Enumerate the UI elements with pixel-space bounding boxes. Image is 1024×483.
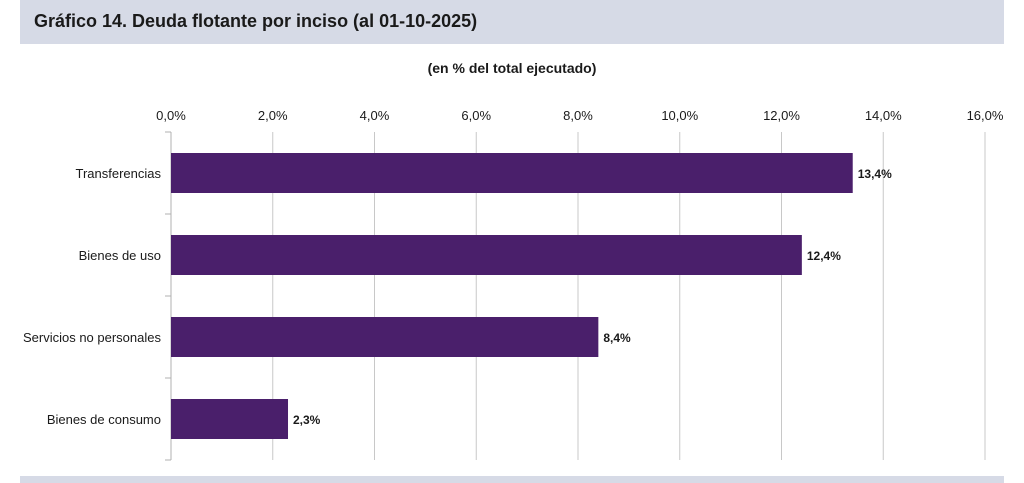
- bar: [171, 317, 599, 357]
- x-tick-label: 14,0%: [865, 108, 902, 123]
- chart-subtitle: (en % del total ejecutado): [427, 60, 597, 76]
- category-label: Bienes de uso: [79, 248, 161, 263]
- data-label: 13,4%: [858, 167, 892, 181]
- chart-title: Gráfico 14. Deuda flotante por inciso (a…: [34, 11, 478, 31]
- category-label: Servicios no personales: [23, 330, 162, 345]
- category-label: Transferencias: [76, 166, 162, 181]
- data-label: 8,4%: [603, 331, 631, 345]
- bar: [171, 153, 853, 193]
- x-tick-label: 2,0%: [258, 108, 288, 123]
- x-tick-label: 4,0%: [360, 108, 390, 123]
- data-label: 2,3%: [293, 413, 321, 427]
- bar: [171, 235, 802, 275]
- bar: [171, 399, 289, 439]
- category-label: Bienes de consumo: [47, 412, 161, 427]
- x-tick-label: 6,0%: [461, 108, 491, 123]
- x-tick-label: 0,0%: [156, 108, 186, 123]
- x-tick-label: 8,0%: [563, 108, 593, 123]
- footer-bar: [20, 476, 1004, 483]
- x-tick-label: 12,0%: [763, 108, 800, 123]
- x-tick-label: 16,0%: [967, 108, 1004, 123]
- x-tick-label: 10,0%: [661, 108, 698, 123]
- data-label: 12,4%: [807, 249, 841, 263]
- title-bar: Gráfico 14. Deuda flotante por inciso (a…: [20, 0, 1004, 44]
